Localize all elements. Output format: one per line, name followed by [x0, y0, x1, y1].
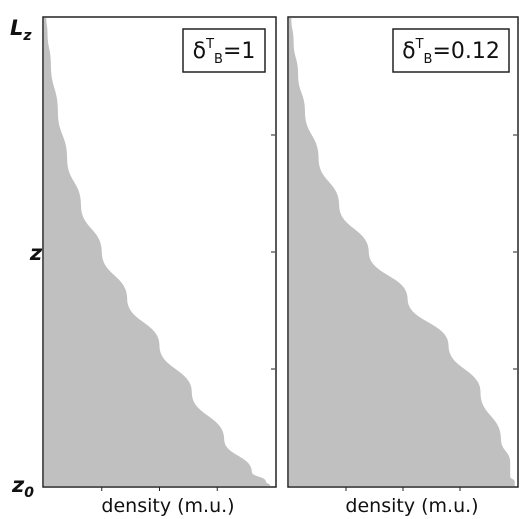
panel-1: δTB=1 density (m.u.) — [42, 16, 277, 517]
panel-2-ticks — [345, 134, 517, 491]
legend-2-sup: T — [415, 37, 424, 52]
panel-2-xlabel: density (m.u.) — [345, 495, 478, 517]
panel-1-ticks — [101, 134, 275, 491]
legend-1-value: =1 — [223, 39, 255, 64]
legend-2-sub: B — [424, 52, 433, 67]
panel-2-legend: δTB=0.12 — [392, 28, 510, 73]
legend-1-sub: B — [214, 52, 223, 67]
legend-text-2: δTB=0.12 — [402, 37, 500, 67]
y-tick-top-sub: z — [22, 28, 32, 44]
panel-1-legend: δTB=1 — [182, 28, 266, 73]
y-tick-bottom-sub: 0 — [24, 485, 34, 501]
y-tick-bottom-main: z — [11, 473, 25, 497]
panel-2: δTB=0.12 density (m.u.) — [287, 16, 519, 517]
panel-1-area — [44, 18, 271, 486]
legend-box-1 — [182, 28, 266, 73]
panel-1-xlabel: density (m.u.) — [101, 495, 234, 517]
y-axis-label: z — [29, 241, 43, 265]
panel-2-area — [289, 18, 515, 486]
legend-1-sup: T — [205, 37, 214, 52]
legend-box-2 — [392, 28, 510, 73]
y-tick-top-main: L — [10, 16, 23, 40]
legend-2-symbol: δ — [402, 39, 415, 64]
y-tick-bottom: z0 — [11, 473, 34, 501]
y-tick-top: Lz — [10, 16, 32, 44]
legend-1-symbol: δ — [193, 39, 206, 64]
legend-2-value: =0.12 — [432, 39, 499, 64]
legend-text-1: δTB=1 — [193, 37, 256, 67]
